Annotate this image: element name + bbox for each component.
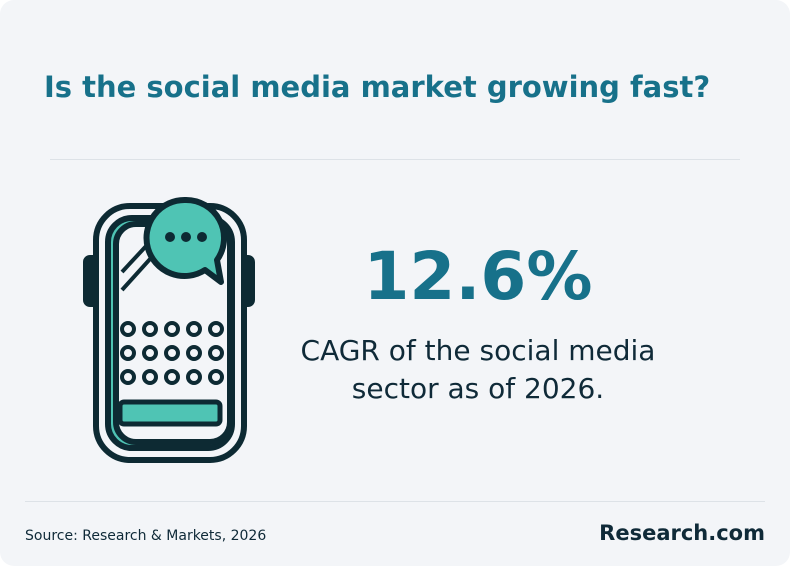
- title: Is the social media market growing fast?: [44, 70, 711, 104]
- phone-icon: [83, 196, 255, 463]
- divider: [25, 501, 765, 502]
- divider: [50, 159, 740, 160]
- brand: Research.com: [599, 521, 765, 545]
- stat-value: 12.6%: [363, 238, 593, 315]
- source: Source: Research & Markets, 2026: [25, 528, 267, 544]
- stat-description: CAGR of the social media sector as of 20…: [300, 334, 656, 405]
